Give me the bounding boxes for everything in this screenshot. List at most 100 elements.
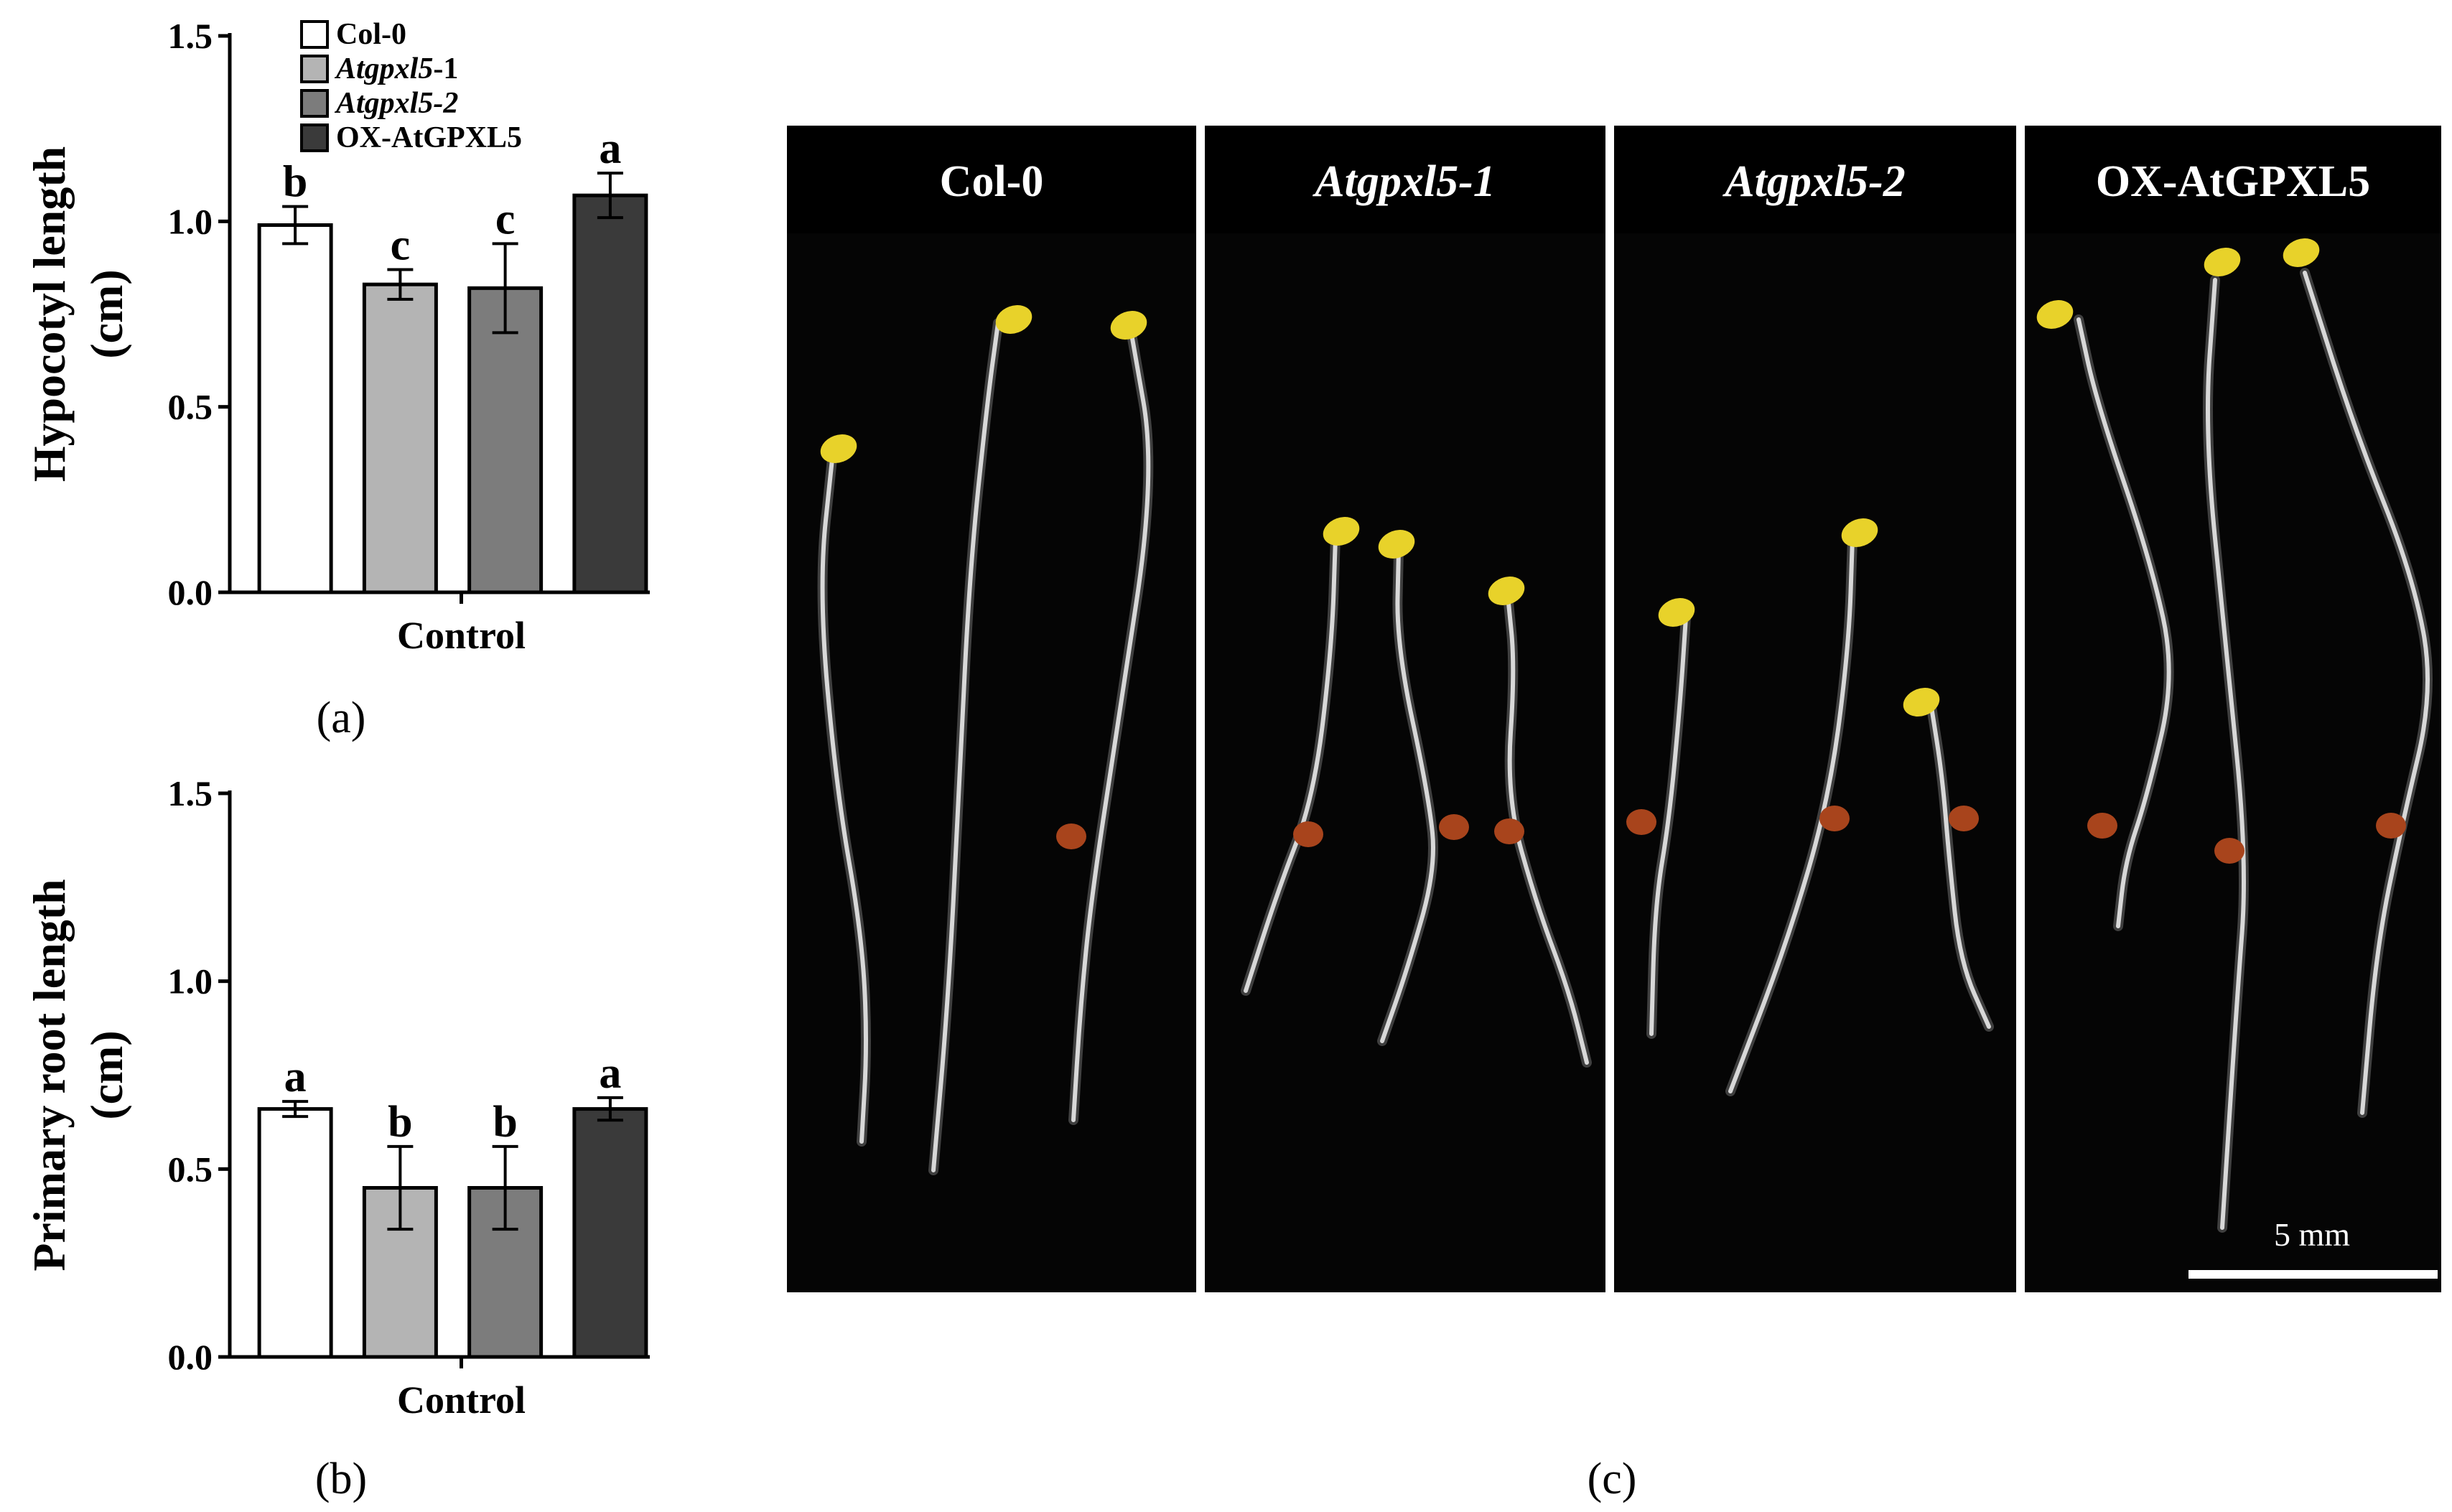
x-axis-label: Control bbox=[397, 614, 526, 657]
y-axis-label: (cm) bbox=[81, 269, 132, 358]
photo-panel: Atgpxl5-1 bbox=[1205, 126, 1605, 1292]
seedling bbox=[1903, 688, 1994, 1032]
photo-panel-title: Atgpxl5-1 bbox=[1312, 157, 1495, 206]
seedling bbox=[2036, 300, 2174, 931]
seedling-stem bbox=[2303, 271, 2430, 1115]
seedling-stem bbox=[1929, 705, 1991, 1029]
seed-coat bbox=[1439, 814, 1469, 840]
bar bbox=[362, 282, 438, 594]
bar bbox=[467, 286, 544, 594]
seedling bbox=[2203, 248, 2249, 1233]
significance-letter: c bbox=[495, 195, 516, 243]
cotyledon bbox=[1658, 598, 1695, 627]
error-bar bbox=[387, 1144, 414, 1231]
legend-swatch bbox=[300, 20, 329, 49]
seed-coat bbox=[1494, 818, 1524, 844]
seedling bbox=[928, 305, 1032, 1175]
legend-swatch bbox=[300, 55, 329, 83]
seedling bbox=[1725, 518, 1878, 1096]
error-bar bbox=[597, 172, 623, 220]
cotyledon bbox=[1110, 311, 1147, 340]
cotyledon bbox=[995, 305, 1032, 334]
seedling-stem bbox=[2076, 317, 2171, 928]
seedling bbox=[817, 434, 871, 1147]
error-bar bbox=[492, 242, 518, 335]
seedling bbox=[1241, 517, 1360, 996]
seedling-stem bbox=[2206, 278, 2246, 1230]
photo-panel: Atgpxl5-2 bbox=[1614, 126, 2016, 1292]
cotyledon bbox=[2036, 300, 2074, 329]
seed-coat bbox=[1293, 821, 1323, 847]
error-bar bbox=[282, 1100, 309, 1119]
seed-coat bbox=[2214, 838, 2244, 864]
photo-panel: Col-0 bbox=[787, 126, 1196, 1292]
chart-hypocotyl-length: 0.0 0.5 1.0 1.5 Control Hypocotyl length (cm) b… bbox=[24, 16, 650, 657]
photo-panel-title: OX-AtGPXL5 bbox=[2096, 157, 2370, 206]
seedling bbox=[1377, 530, 1469, 1046]
y-tick-label: 0.5 bbox=[168, 387, 213, 427]
legend-label: OX-AtGPXL5 bbox=[336, 121, 522, 154]
bar bbox=[572, 193, 648, 594]
error-bar bbox=[387, 268, 414, 301]
cotyledon bbox=[1841, 518, 1878, 547]
significance-letter: a bbox=[284, 1053, 307, 1101]
panel-label-a: (a) bbox=[317, 694, 366, 742]
legend-swatch bbox=[300, 123, 329, 152]
seedling bbox=[1488, 577, 1592, 1068]
x-axis-label: Control bbox=[397, 1378, 526, 1422]
bar bbox=[257, 223, 333, 594]
cotyledon bbox=[2283, 238, 2320, 267]
seedling-stem bbox=[1071, 328, 1151, 1122]
cotyledon bbox=[1378, 530, 1415, 559]
seedling-stem bbox=[931, 321, 1000, 1172]
significance-letter: c bbox=[391, 221, 411, 270]
photo-background bbox=[787, 126, 1196, 1292]
cotyledon bbox=[2204, 248, 2241, 276]
cotyledon bbox=[1323, 517, 1360, 546]
seedling-photo-panel: Col-0 Atgpxl5-1 Atgpxl5-2 OX-AtGPXL5 5 mm bbox=[787, 126, 2441, 1292]
seed-coat bbox=[2087, 813, 2117, 839]
cotyledon bbox=[1488, 577, 1525, 605]
photo-header bbox=[2025, 126, 2441, 233]
y-axis-label: Primary root length bbox=[24, 879, 75, 1271]
y-tick-label: 0.0 bbox=[168, 572, 213, 612]
photo-header bbox=[1614, 126, 2016, 233]
legend-label: Atgpxl5-2 bbox=[334, 87, 458, 120]
photo-panel: OX-AtGPXL5 bbox=[2025, 126, 2441, 1292]
y-tick-label: 1.5 bbox=[168, 773, 213, 813]
seed-coat bbox=[1626, 809, 1656, 835]
seedling-stem bbox=[1506, 594, 1589, 1065]
significance-letter: b bbox=[388, 1098, 412, 1147]
y-tick-label: 1.0 bbox=[168, 961, 213, 1002]
seedling-stem bbox=[1728, 536, 1855, 1093]
seedling-stem bbox=[1244, 535, 1338, 993]
y-tick-label: 1.0 bbox=[168, 201, 213, 241]
bar bbox=[572, 1107, 648, 1359]
seed-coat bbox=[2376, 813, 2406, 839]
seedling-stem bbox=[820, 450, 868, 1144]
seedling bbox=[1626, 598, 1695, 1039]
scale-bar: 5 mm bbox=[2188, 1216, 2438, 1279]
legend-label: Col-0 bbox=[336, 18, 406, 51]
y-axis-label: Hypocotyl length bbox=[24, 146, 75, 482]
error-bar bbox=[282, 205, 309, 246]
significance-letter: b bbox=[493, 1098, 517, 1147]
cotyledon bbox=[1903, 688, 1940, 717]
cotyledon bbox=[820, 434, 857, 463]
seed-coat bbox=[1819, 806, 1850, 831]
seedling-stem bbox=[1380, 547, 1435, 1043]
y-axis-label: (cm) bbox=[81, 1030, 132, 1119]
seed-coat bbox=[1056, 823, 1086, 849]
seedling-stem bbox=[1649, 615, 1688, 1036]
panel-label-c: (c) bbox=[1588, 1455, 1637, 1503]
y-tick-label: 0.0 bbox=[168, 1337, 213, 1377]
seed-coat bbox=[1949, 806, 1979, 831]
photo-header bbox=[1205, 126, 1605, 233]
chart-primary-root-length: 0.0 0.5 1.0 1.5 Control Primary root length (c… bbox=[24, 773, 650, 1422]
panel-label-b: (b) bbox=[315, 1455, 367, 1503]
photo-panel-title: Col-0 bbox=[940, 157, 1044, 206]
seedling bbox=[2283, 238, 2433, 1118]
significance-letter: b bbox=[283, 158, 307, 207]
